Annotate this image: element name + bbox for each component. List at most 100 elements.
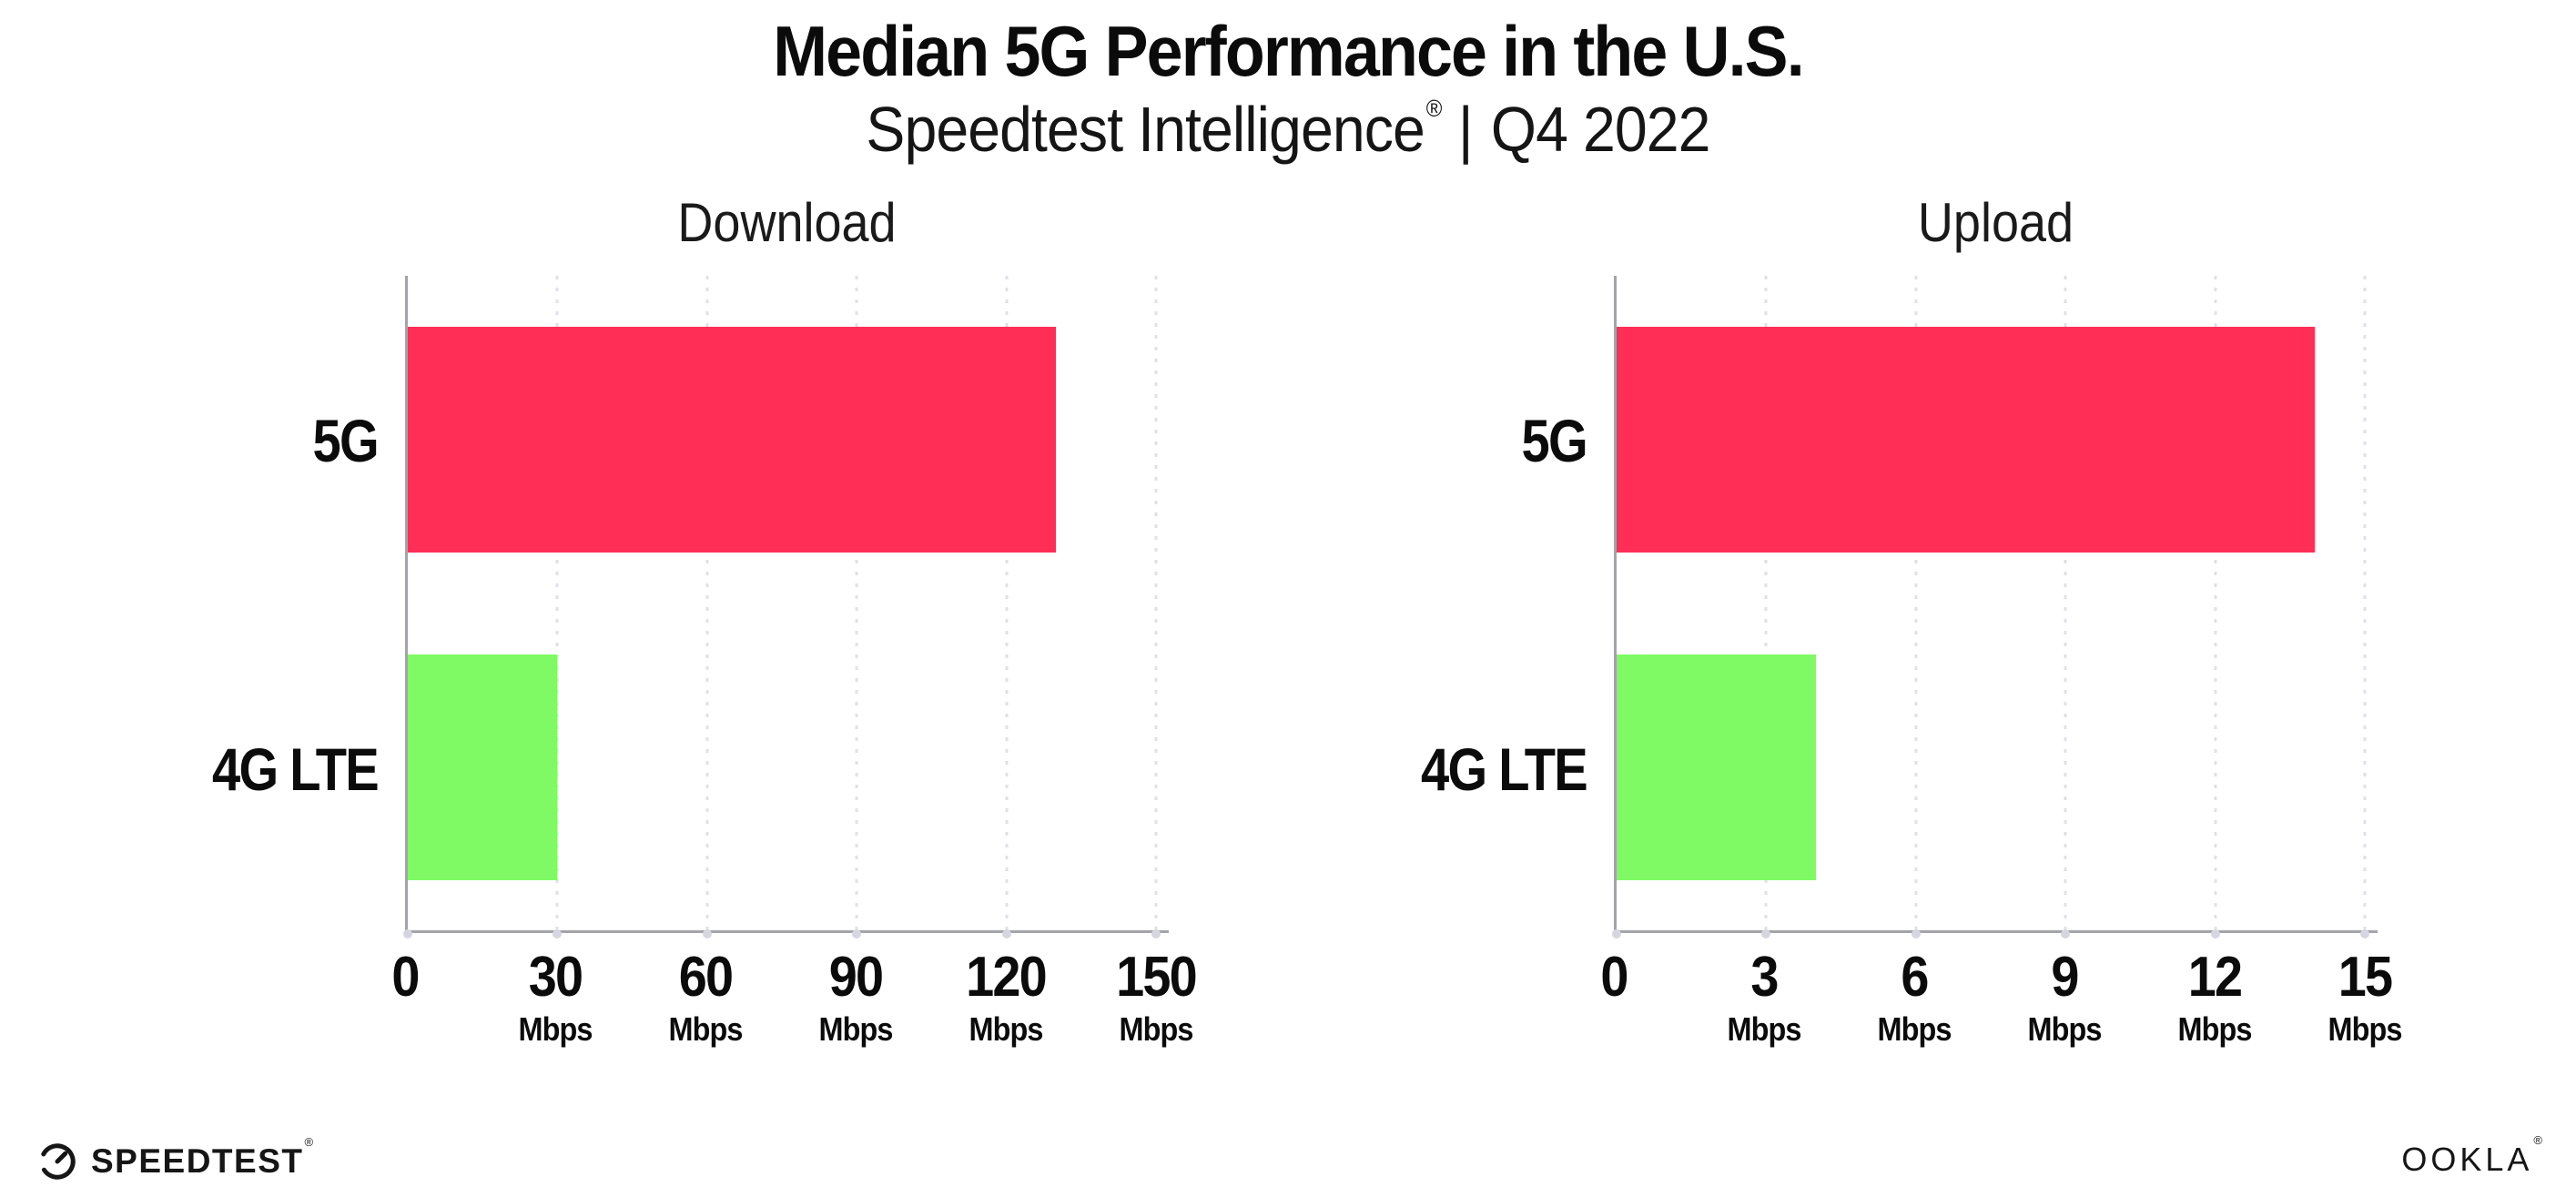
x-tick-unit: Mbps	[518, 1010, 593, 1049]
x-axis-scale: 0 3 Mbps 6 Mbps 9 Mbps 12 Mbps 15 Mbps	[1600, 949, 2402, 1068]
speedtest-registered-icon: ®	[304, 1135, 315, 1149]
subtitle-brand: Speedtest Intelligence	[866, 93, 1425, 165]
upload-chart: Upload 5G 4G LTE 0 3 Mbps 6 Mbps 9 Mbps 12 Mbps 15…	[1420, 190, 2402, 1068]
chart-body: 5G 4G LTE	[211, 276, 1169, 939]
gridline	[1914, 276, 1918, 931]
gridline	[1764, 276, 1768, 931]
bar-5g	[1617, 327, 2316, 553]
subtitle-period: Q4 2022	[1490, 93, 1711, 165]
x-tick-value: 60	[678, 946, 734, 1009]
x-axis: 0 3 Mbps 6 Mbps 9 Mbps 12 Mbps 15 Mbps	[1600, 949, 2402, 1068]
ookla-logo: OOKLA®	[2401, 1133, 2545, 1179]
x-tick: 150 Mbps	[1111, 949, 1200, 1046]
speedtest-logo: SPEEDTEST®	[36, 1135, 314, 1182]
x-tick-value: 15	[2338, 946, 2393, 1009]
axis-tick-dot	[852, 929, 862, 939]
x-tick: 90 Mbps	[815, 949, 897, 1046]
axis-tick-dot	[1151, 929, 1161, 939]
gridline	[2064, 276, 2067, 931]
plot-area	[403, 276, 1169, 939]
speedtest-gauge-icon	[39, 1143, 76, 1180]
x-tick-unit: Mbps	[2177, 1010, 2253, 1049]
bar-row	[1617, 276, 2365, 604]
x-tick-value: 6	[1901, 946, 1929, 1009]
gridline	[555, 276, 559, 931]
x-tick-value: 30	[528, 946, 583, 1009]
bar-5g	[408, 327, 1057, 553]
speedtest-label: SPEEDTEST	[91, 1142, 304, 1180]
axis-tick-dot	[553, 929, 563, 939]
bar-4g-lte	[1617, 654, 1817, 880]
x-tick-unit: Mbps	[2027, 1010, 2103, 1049]
y-axis-labels: 5G 4G LTE	[1420, 276, 1614, 933]
x-tick-unit: Mbps	[668, 1010, 744, 1049]
y-category-label: 4G LTE	[1420, 735, 1588, 803]
x-axis: 0 30 Mbps 60 Mbps 90 Mbps 120 Mbps 150 Mbps	[391, 949, 1197, 1068]
charts-row: Download 5G 4G LTE 0 30 Mbps 60 Mbps 90 Mbps 120…	[211, 190, 2402, 1068]
axis-tick-dot	[403, 929, 412, 939]
x-tick-unit: Mbps	[2328, 1010, 2403, 1049]
x-tick: 120 Mbps	[961, 949, 1050, 1046]
x-tick: 6 Mbps	[1873, 949, 1955, 1046]
plot-area	[1612, 276, 2378, 939]
x-tick-value: 120	[966, 946, 1048, 1009]
bar-4g-lte	[408, 654, 558, 880]
bar-row	[1617, 604, 2365, 931]
axis-tick-dot	[1612, 929, 1621, 939]
y-axis-labels: 5G 4G LTE	[211, 276, 405, 933]
plot-scale	[403, 276, 1161, 939]
ookla-label: OOKLA	[2401, 1141, 2533, 1178]
chart-title: Upload	[1917, 192, 2074, 254]
gridline	[2363, 276, 2367, 931]
gridline	[705, 276, 709, 931]
y-category-label: 5G	[312, 406, 380, 474]
bar-row	[408, 604, 1156, 931]
x-tick-value: 12	[2187, 946, 2243, 1009]
axis-tick-dot	[1761, 929, 1771, 939]
download-chart: Download 5G 4G LTE 0 30 Mbps 60 Mbps 90 Mbps 120…	[211, 190, 1198, 1068]
subtitle-separator: |	[1457, 93, 1474, 165]
x-tick: 0	[1599, 949, 1628, 1006]
x-tick-unit: Mbps	[818, 1010, 894, 1049]
y-category-label: 4G LTE	[211, 735, 380, 803]
x-tick-value: 0	[1600, 946, 1628, 1009]
bar-row	[408, 276, 1156, 604]
x-tick-unit: Mbps	[969, 1010, 1043, 1049]
x-tick-unit: Mbps	[1727, 1010, 1802, 1049]
speedtest-wordmark: SPEEDTEST®	[91, 1135, 314, 1181]
gridline	[2214, 276, 2217, 931]
plot-scale	[1612, 276, 2369, 939]
x-tick-value: 0	[391, 946, 420, 1009]
x-tick: 3 Mbps	[1723, 949, 1805, 1046]
x-tick-value: 3	[1750, 946, 1779, 1009]
x-tick: 0	[390, 949, 420, 1006]
axis-tick-dot	[2210, 929, 2220, 939]
axis-tick-dot	[2360, 929, 2369, 939]
chart-title: Download	[677, 192, 897, 254]
x-tick: 15 Mbps	[2324, 949, 2406, 1046]
chart-body: 5G 4G LTE	[1420, 276, 2378, 939]
axis-tick-dot	[702, 929, 712, 939]
registered-trademark-icon: ®	[1425, 94, 1443, 122]
gridline	[1005, 276, 1009, 931]
x-tick-unit: Mbps	[1119, 1010, 1193, 1049]
y-category-label: 5G	[1521, 406, 1588, 474]
x-tick: 12 Mbps	[2174, 949, 2256, 1046]
gridline	[1154, 276, 1158, 931]
x-tick: 30 Mbps	[514, 949, 596, 1046]
page-subtitle: Speedtest Intelligence® | Q4 2022	[103, 96, 2473, 164]
axis-tick-dot	[1911, 929, 1921, 939]
gridline	[855, 276, 858, 931]
axis-tick-dot	[1001, 929, 1011, 939]
x-tick: 9 Mbps	[2023, 949, 2105, 1046]
x-axis-scale: 0 30 Mbps 60 Mbps 90 Mbps 120 Mbps 150 Mbps	[391, 949, 1197, 1068]
x-tick-value: 9	[2051, 946, 2079, 1009]
x-tick-unit: Mbps	[1877, 1010, 1952, 1049]
header: Median 5G Performance in the U.S. Speedt…	[0, 0, 2576, 163]
x-tick: 60 Mbps	[664, 949, 746, 1046]
page-title: Median 5G Performance in the U.S.	[773, 11, 1804, 91]
x-tick-value: 90	[828, 946, 884, 1009]
axis-tick-dot	[2061, 929, 2071, 939]
ookla-registered-icon: ®	[2533, 1133, 2546, 1147]
